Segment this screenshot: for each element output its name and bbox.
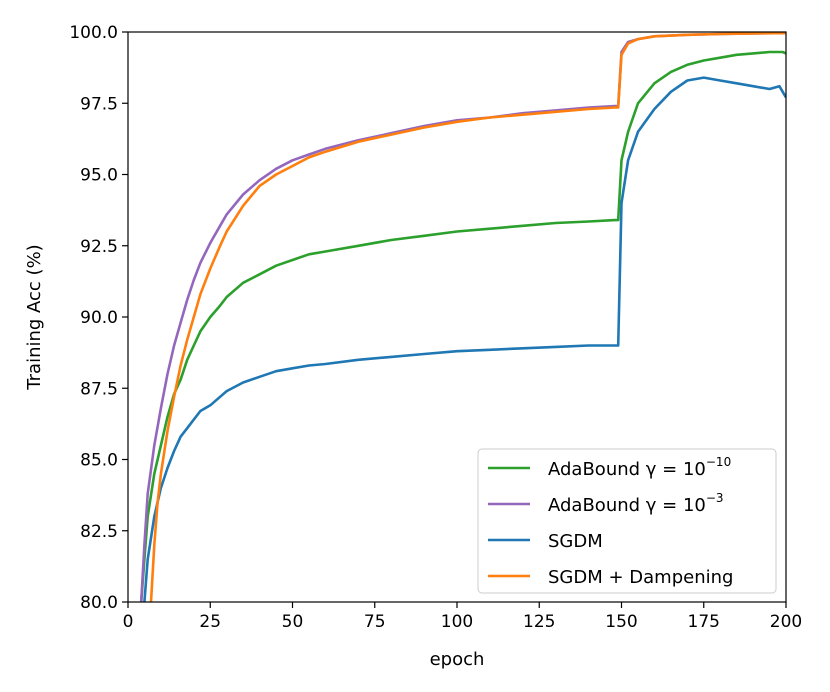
legend-box: [477, 448, 777, 594]
legend-label-exponent: −3: [706, 491, 724, 505]
series-line-2: [143, 76, 786, 602]
legend-label-text: SGDM + Dampening: [548, 567, 733, 588]
legend-label-3: SGDM + Dampening: [548, 567, 733, 588]
legend-label-exponent: −10: [706, 455, 731, 469]
x-tick-label: 50: [282, 612, 304, 632]
legend-label-text: SGDM: [548, 531, 603, 552]
y-axis-label: Training Acc (%): [24, 244, 45, 390]
legend-label-2: SGDM: [548, 531, 603, 552]
x-axis: 0 25 50 75 100 125 150 175 200: [123, 602, 802, 632]
x-tick-label: 150: [605, 612, 637, 632]
x-tick-label: 125: [523, 612, 555, 632]
y-axis: 80.0 82.5 85.0 87.5 90.0 92.5 95.0 97.5 100.0: [69, 23, 128, 613]
plot-lines: [139, 32, 786, 602]
legend-label-0: AdaBound γ = 10−10: [548, 455, 731, 480]
x-tick-label: 25: [199, 612, 221, 632]
legend-label-text: AdaBound γ = 10: [548, 459, 706, 480]
legend-label-text: AdaBound γ = 10: [548, 495, 706, 516]
y-tick-label: 87.5: [80, 379, 118, 399]
y-tick-label: 80.0: [80, 593, 118, 613]
x-axis-label: epoch: [430, 649, 485, 670]
x-tick-label: 0: [123, 612, 134, 632]
series-line-3: [149, 32, 786, 602]
y-tick-label: 95.0: [80, 166, 118, 186]
x-tick-label: 75: [364, 612, 386, 632]
y-tick-label: 82.5: [80, 522, 118, 542]
x-tick-label: 100: [441, 612, 473, 632]
x-tick-label: 175: [688, 612, 720, 632]
x-tick-label: 200: [770, 612, 802, 632]
y-tick-label: 85.0: [80, 451, 118, 471]
legend-label-1: AdaBound γ = 10−3: [548, 491, 724, 516]
y-tick-label: 92.5: [80, 237, 118, 257]
y-tick-label: 97.5: [80, 94, 118, 114]
y-tick-label: 100.0: [69, 23, 118, 43]
series-line-0: [139, 50, 786, 602]
y-tick-label: 90.0: [80, 308, 118, 328]
